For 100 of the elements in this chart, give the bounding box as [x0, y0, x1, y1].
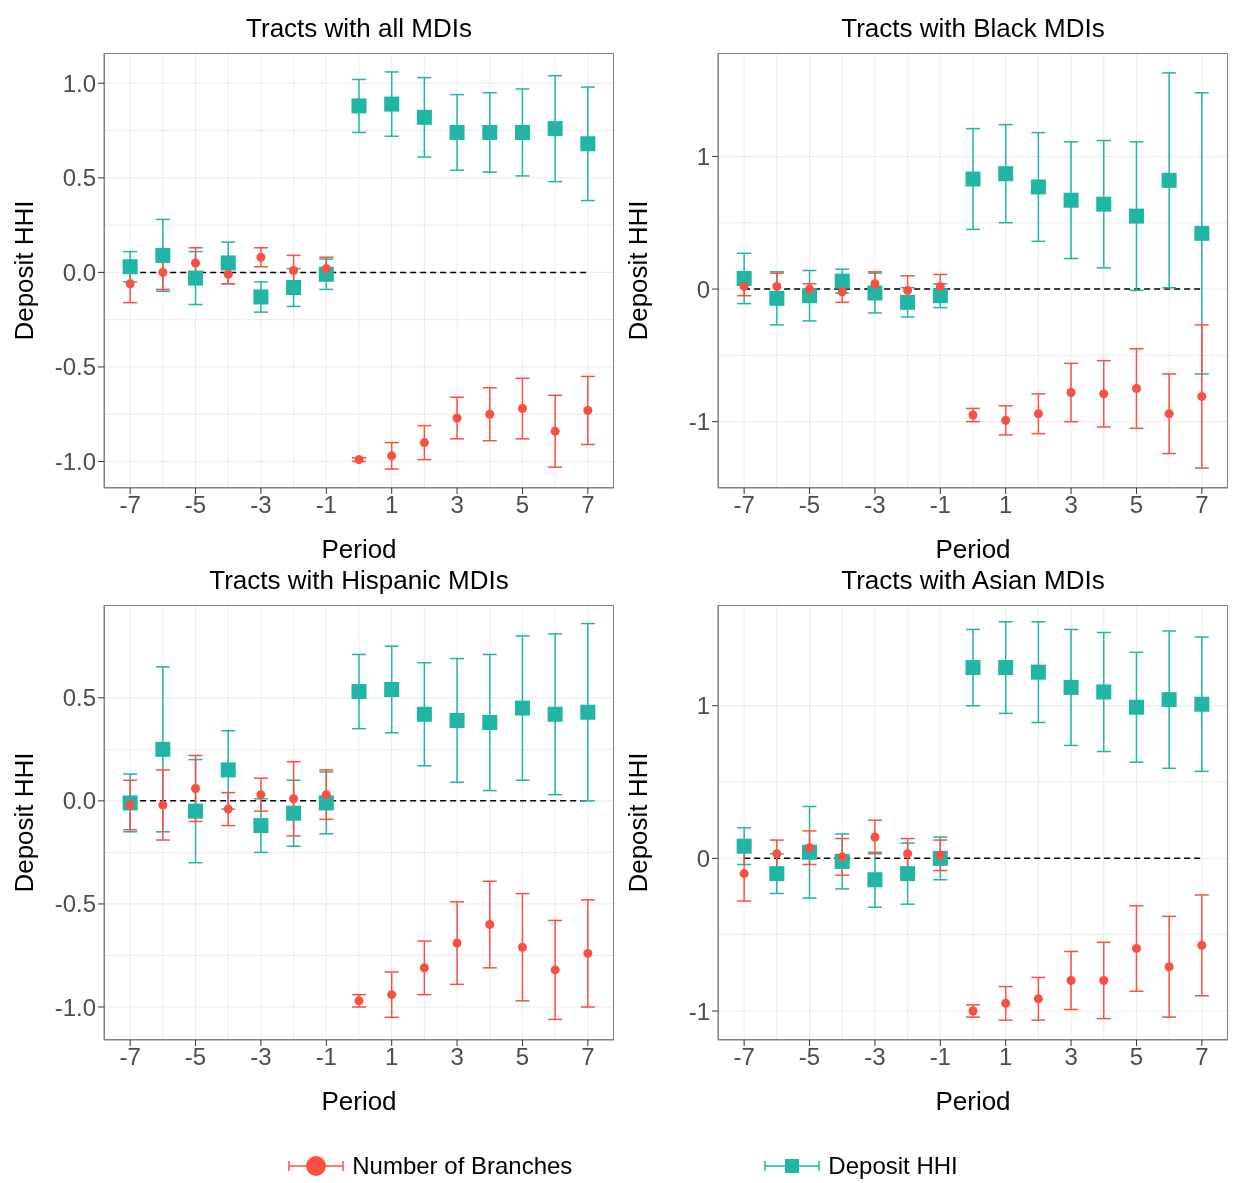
- point: [550, 426, 560, 436]
- x-tick-label: -3: [250, 491, 272, 519]
- y-tick-label: 0.0: [62, 787, 96, 815]
- point: [122, 259, 138, 275]
- point: [351, 98, 367, 114]
- point: [998, 660, 1014, 676]
- point: [772, 849, 782, 859]
- point: [1161, 172, 1177, 188]
- point: [903, 849, 913, 859]
- point: [482, 715, 498, 731]
- point: [188, 803, 204, 819]
- point: [805, 284, 815, 294]
- x-tick-label: -1: [929, 1043, 951, 1071]
- point: [449, 124, 465, 140]
- point: [870, 832, 880, 842]
- point: [1063, 192, 1079, 208]
- point: [1033, 409, 1043, 419]
- point: [769, 290, 785, 306]
- x-tick-label: -1: [929, 491, 951, 519]
- point: [158, 267, 168, 277]
- point: [158, 800, 168, 810]
- point: [867, 872, 883, 888]
- point: [1096, 196, 1112, 212]
- point: [739, 281, 749, 291]
- point: [253, 289, 269, 305]
- point: [485, 920, 495, 930]
- x-tick-label: -7: [119, 491, 141, 519]
- point: [837, 287, 847, 297]
- point: [384, 96, 400, 112]
- point: [452, 938, 462, 948]
- point: [289, 265, 299, 276]
- point: [900, 866, 916, 882]
- legend-label: Number of Branches: [352, 1152, 573, 1180]
- point: [1066, 975, 1076, 985]
- y-tick-label: 0: [696, 275, 710, 303]
- x-tick-label: 1: [385, 1043, 399, 1071]
- x-tick-label: 7: [581, 1043, 595, 1071]
- point: [191, 783, 201, 793]
- point: [256, 252, 266, 262]
- point: [416, 706, 432, 722]
- point: [155, 741, 171, 757]
- point: [220, 255, 236, 271]
- point: [1128, 699, 1144, 715]
- point: [155, 247, 171, 263]
- point: [1131, 384, 1141, 394]
- point: [583, 948, 593, 958]
- point: [1096, 684, 1112, 700]
- point: [834, 273, 850, 289]
- y-tick-label: 0.0: [62, 258, 96, 286]
- x-axis-title: Period: [935, 1086, 1011, 1116]
- point: [1001, 415, 1011, 425]
- point: [965, 171, 981, 187]
- x-tick-label: -1: [315, 1043, 337, 1071]
- x-tick-label: 5: [1129, 491, 1144, 519]
- legend-label: Deposit HHI: [828, 1152, 958, 1180]
- x-tick-label: 1: [385, 491, 399, 519]
- y-axis-title: Deposit HHI: [623, 752, 654, 893]
- y-tick-label: 1.0: [62, 69, 96, 97]
- point: [289, 794, 299, 804]
- chart-title: Tracts with Asian MDIs: [841, 565, 1105, 595]
- y-axis-title: Deposit HHI: [623, 200, 654, 341]
- point: [188, 270, 204, 286]
- x-tick-label: -7: [733, 1043, 755, 1071]
- point: [514, 124, 530, 140]
- point: [517, 404, 527, 414]
- point: [286, 805, 302, 821]
- point: [870, 279, 880, 289]
- point: [223, 804, 233, 814]
- x-tick-label: 5: [515, 491, 530, 519]
- point: [1194, 225, 1210, 241]
- x-tick-label: 7: [1195, 1043, 1209, 1071]
- point: [769, 866, 785, 882]
- x-tick-label: 7: [581, 491, 595, 519]
- x-tick-label: 7: [1195, 491, 1209, 519]
- point: [253, 818, 269, 834]
- chart-title: Tracts with Black MDIs: [840, 12, 1106, 45]
- x-tick-label: 3: [450, 1043, 464, 1071]
- x-tick-label: -1: [315, 491, 337, 519]
- point: [580, 704, 596, 720]
- y-tick-label: 0.5: [62, 684, 96, 712]
- x-tick-label: 3: [1064, 491, 1078, 519]
- point: [256, 790, 266, 800]
- point: [1161, 692, 1177, 708]
- point: [547, 706, 563, 722]
- point: [485, 409, 495, 419]
- point: [384, 682, 400, 698]
- point: [900, 294, 916, 310]
- point: [419, 438, 429, 448]
- point: [286, 280, 302, 296]
- x-tick-label: 5: [1129, 1043, 1144, 1071]
- point: [223, 269, 233, 279]
- point: [1197, 391, 1207, 401]
- x-tick-label: -5: [184, 1043, 207, 1071]
- point: [1164, 409, 1174, 419]
- point: [1001, 998, 1011, 1008]
- x-axis-title: Period: [321, 1086, 397, 1116]
- point: [1128, 208, 1144, 224]
- chart-title: Tracts with all MDIs: [245, 12, 473, 45]
- y-tick-label: -1: [688, 997, 710, 1025]
- point: [387, 990, 397, 1000]
